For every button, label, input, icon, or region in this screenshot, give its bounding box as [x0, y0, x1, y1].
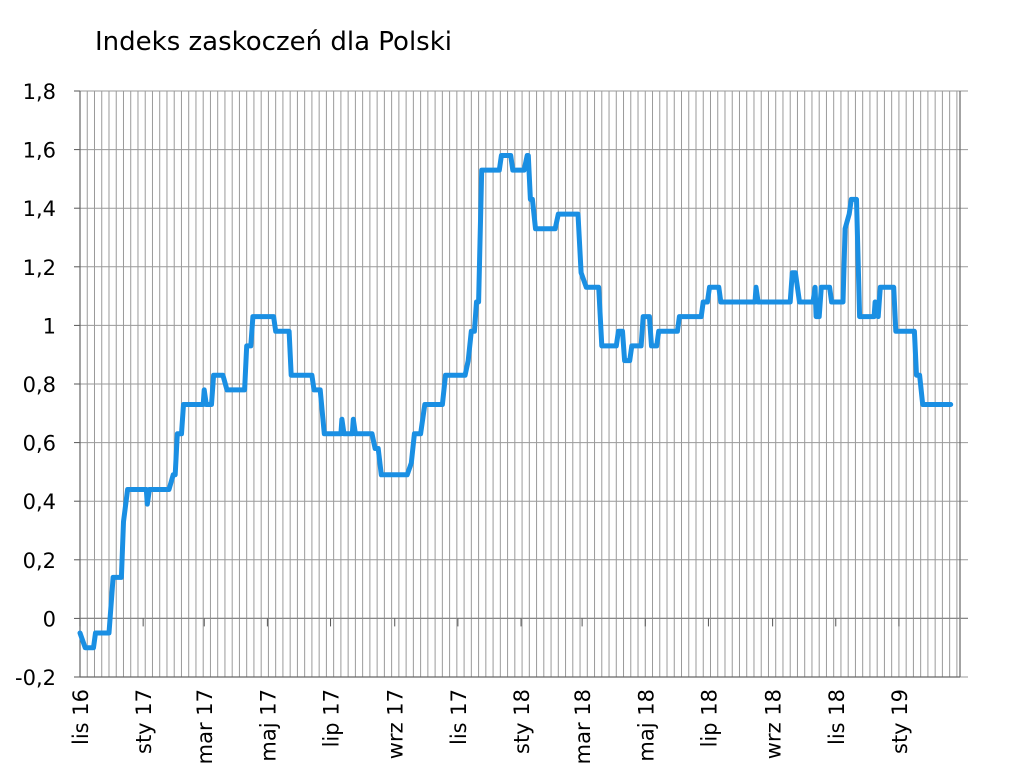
x-tick-label: lis 18 — [825, 689, 849, 745]
y-tick-label: 1,4 — [23, 197, 56, 221]
y-tick-label: 0,6 — [23, 432, 56, 456]
x-tick-label: lip 17 — [320, 689, 344, 747]
x-tick-label: lip 18 — [697, 689, 721, 747]
y-tick-label: 0,2 — [23, 549, 56, 573]
x-tick-label: wrz 18 — [762, 689, 786, 759]
x-axis-ticks: lis 16 sty 17 mar 17 maj 17 lip 17 wrz 17 lis … — [69, 689, 912, 764]
y-axis-ticks: -0,2 0 0,2 0,4 0,6 0,8 1 1,2 1,4 1,6 1,8 — [15, 80, 56, 690]
chart-title: Indeks zaskoczeń dla Polski — [95, 27, 452, 57]
y-tick-label: 0,8 — [23, 373, 56, 397]
y-tick-label: 0,4 — [23, 490, 56, 514]
y-tick-label: 1,6 — [23, 139, 56, 163]
series-group — [77, 153, 954, 651]
x-tick-label: sty 17 — [132, 689, 156, 754]
x-tick-label: mar 17 — [193, 689, 217, 764]
x-tick-label: mar 18 — [571, 689, 595, 764]
series-line — [77, 153, 954, 651]
x-tick-label: maj 17 — [256, 689, 280, 762]
x-tick-label: lis 16 — [69, 689, 93, 745]
y-tick-label: 1 — [43, 314, 56, 338]
y-tick-label: -0,2 — [15, 666, 56, 690]
y-tick-label: 1,2 — [23, 256, 56, 280]
x-tick-label: sty 18 — [510, 689, 534, 754]
x-tick-label: wrz 17 — [384, 689, 408, 759]
x-tick-label: lis 17 — [447, 689, 471, 745]
y-tick-label: 0 — [43, 607, 56, 631]
y-tick-label: 1,8 — [23, 80, 56, 104]
x-tick-label: sty 19 — [888, 689, 912, 754]
x-tick-label: maj 18 — [634, 689, 658, 762]
chart-axes — [74, 90, 968, 678]
